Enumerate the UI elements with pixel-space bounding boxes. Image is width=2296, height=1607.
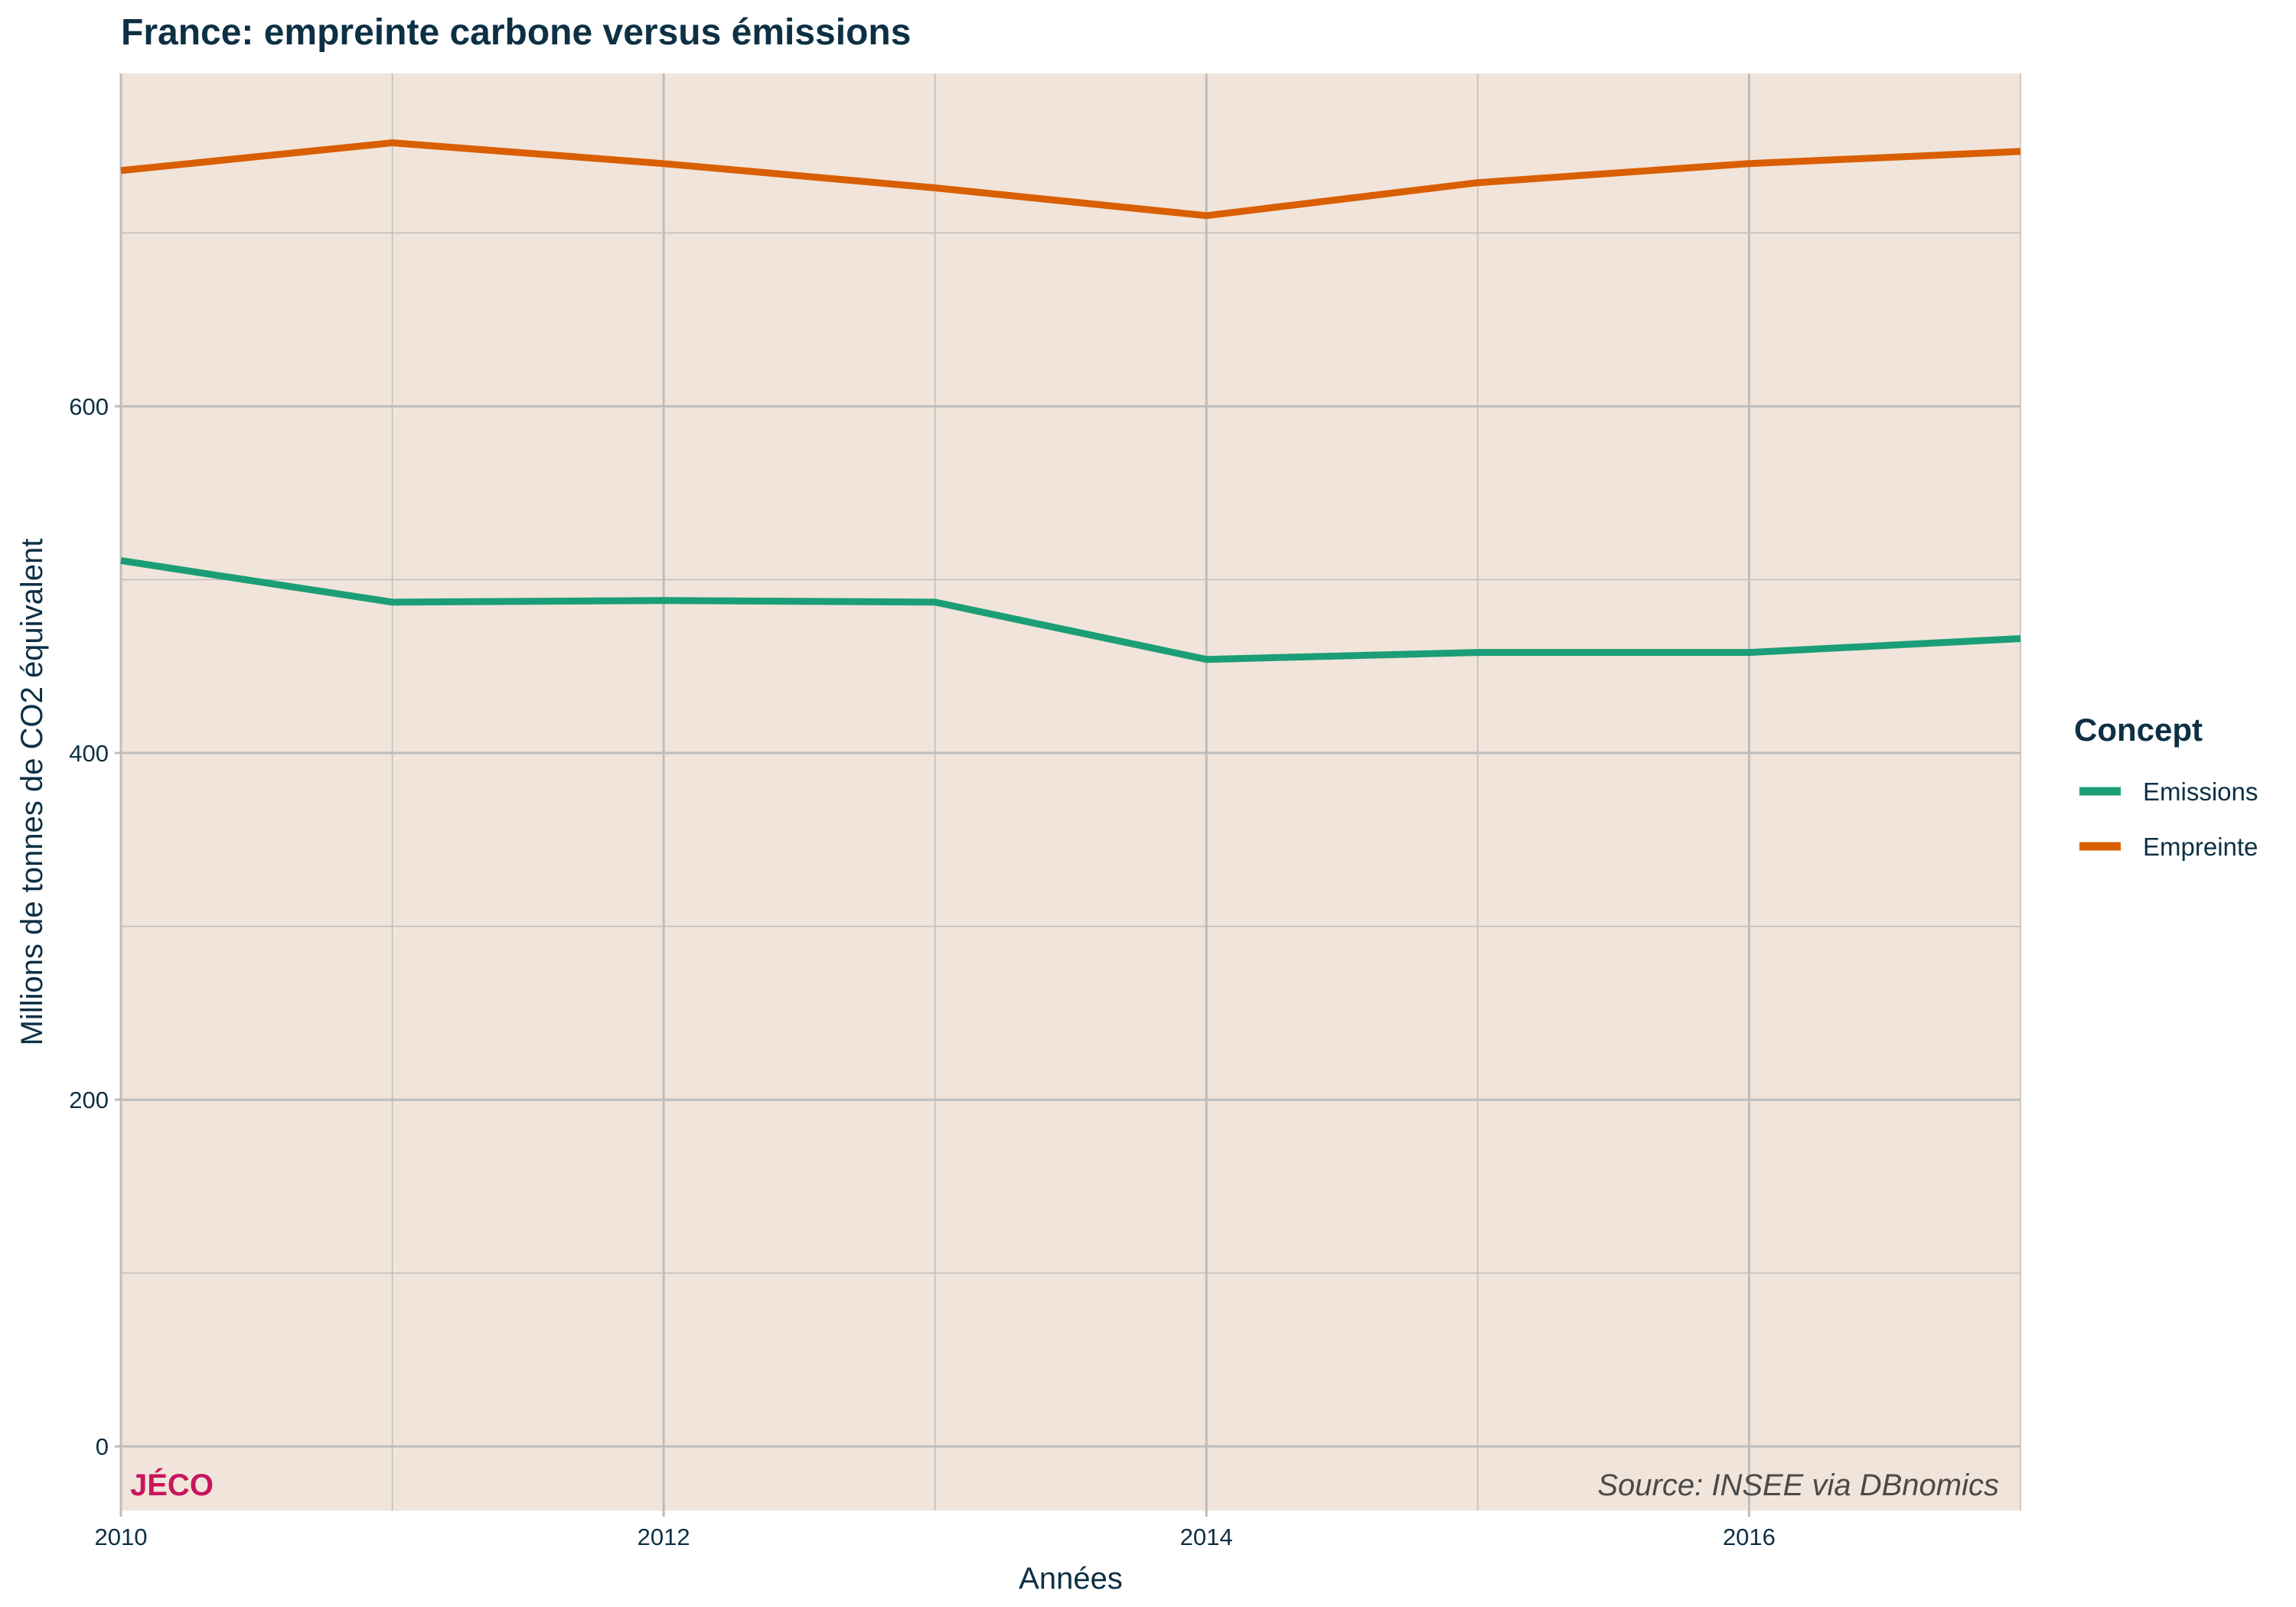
y-axis-ticks: 0 200 400 600 [69,393,121,1460]
x-tick-label: 2016 [1723,1524,1776,1550]
x-tick-label: 2014 [1180,1524,1233,1550]
x-axis-ticks: 2010 2012 2014 2016 [95,1511,1776,1550]
y-tick-label: 200 [69,1087,109,1113]
legend: Concept Emissions Empreinte [2074,712,2258,861]
series-line-empreinte [120,139,2021,220]
x-tick-label: 2012 [638,1524,690,1550]
legend-label-empreinte: Empreinte [2143,833,2258,861]
legend-label-emissions: Emissions [2143,777,2258,806]
y-axis-title: Millions de tonnes de CO2 équivalent [15,539,49,1046]
x-tick-label: 2010 [95,1524,148,1550]
y-tick-label: 600 [69,393,109,420]
chart-title: France: empreinte carbone versus émissio… [121,12,911,53]
source-label: Source: INSEE via DBnomics [1597,1468,1999,1502]
plot-panel [121,73,2020,1511]
y-tick-label: 400 [69,740,109,767]
series-lines [120,139,2021,663]
y-tick-label: 0 [96,1433,109,1460]
major-grid [119,73,2020,1511]
series-line-emissions [120,557,2021,663]
legend-title: Concept [2074,712,2203,748]
x-axis-title: Années [1019,1562,1123,1596]
minor-grid [121,73,2021,1511]
brand-label: JÉCO [130,1468,214,1502]
